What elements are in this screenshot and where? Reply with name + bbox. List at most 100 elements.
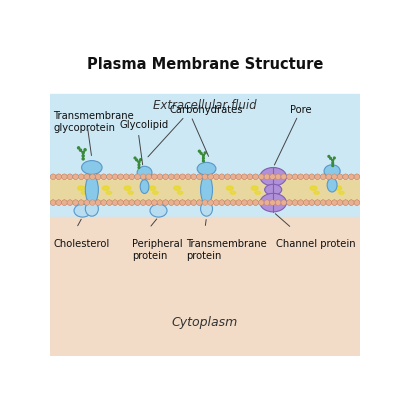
Circle shape (191, 174, 196, 180)
Ellipse shape (178, 191, 183, 194)
Circle shape (168, 200, 174, 205)
Circle shape (202, 200, 208, 205)
Ellipse shape (102, 186, 109, 190)
Circle shape (124, 200, 129, 205)
Circle shape (101, 174, 106, 180)
Ellipse shape (230, 191, 236, 194)
Circle shape (247, 200, 253, 205)
Circle shape (157, 200, 163, 205)
Circle shape (242, 174, 247, 180)
Ellipse shape (81, 191, 87, 194)
Circle shape (198, 150, 200, 152)
Circle shape (304, 174, 309, 180)
Circle shape (286, 174, 292, 180)
Circle shape (343, 174, 348, 180)
Circle shape (90, 200, 95, 205)
Circle shape (146, 174, 152, 180)
Circle shape (337, 174, 343, 180)
Circle shape (304, 200, 309, 205)
Circle shape (138, 164, 140, 166)
Circle shape (152, 200, 157, 205)
Ellipse shape (85, 175, 98, 204)
Circle shape (315, 174, 320, 180)
Circle shape (225, 200, 230, 205)
Circle shape (292, 174, 298, 180)
Circle shape (191, 200, 196, 205)
Circle shape (309, 174, 315, 180)
Text: Glycolipid: Glycolipid (120, 120, 169, 130)
Circle shape (225, 174, 230, 180)
Circle shape (326, 174, 332, 180)
Circle shape (140, 159, 142, 160)
Circle shape (67, 174, 73, 180)
Circle shape (101, 200, 106, 205)
Circle shape (332, 200, 337, 205)
Circle shape (50, 200, 56, 205)
Ellipse shape (197, 162, 216, 175)
Circle shape (82, 152, 84, 154)
Circle shape (328, 156, 330, 157)
Circle shape (330, 158, 331, 159)
Circle shape (73, 200, 78, 205)
Ellipse shape (314, 191, 319, 194)
Circle shape (174, 174, 180, 180)
Circle shape (354, 174, 360, 180)
Circle shape (264, 174, 270, 180)
Ellipse shape (202, 186, 208, 190)
Circle shape (315, 200, 320, 205)
Ellipse shape (82, 160, 102, 174)
Circle shape (152, 174, 157, 180)
Circle shape (230, 200, 236, 205)
Circle shape (230, 200, 236, 205)
Circle shape (332, 162, 334, 164)
Circle shape (163, 200, 168, 205)
Circle shape (101, 174, 106, 180)
Circle shape (253, 174, 258, 180)
Circle shape (135, 200, 140, 205)
Circle shape (236, 200, 242, 205)
Circle shape (84, 149, 86, 151)
Circle shape (315, 200, 320, 205)
Circle shape (281, 200, 286, 205)
Ellipse shape (200, 201, 212, 216)
Circle shape (214, 200, 219, 205)
Circle shape (168, 174, 174, 180)
Circle shape (304, 174, 309, 180)
Circle shape (84, 174, 90, 180)
Circle shape (286, 174, 292, 180)
Text: Carbohydrates: Carbohydrates (169, 105, 243, 115)
Circle shape (332, 174, 337, 180)
Circle shape (185, 174, 191, 180)
Circle shape (82, 155, 84, 157)
Circle shape (236, 200, 242, 205)
Ellipse shape (226, 186, 233, 190)
Circle shape (275, 174, 281, 180)
Circle shape (84, 200, 90, 205)
Ellipse shape (200, 175, 212, 204)
Circle shape (73, 200, 78, 205)
Ellipse shape (124, 186, 131, 190)
Circle shape (140, 200, 146, 205)
Circle shape (95, 200, 101, 205)
Ellipse shape (255, 191, 260, 194)
Circle shape (200, 152, 202, 154)
Circle shape (258, 200, 264, 205)
Circle shape (247, 174, 253, 180)
Circle shape (78, 174, 84, 180)
Circle shape (320, 174, 326, 180)
Ellipse shape (260, 193, 286, 212)
Circle shape (264, 200, 270, 205)
Circle shape (152, 174, 157, 180)
Circle shape (286, 200, 292, 205)
Circle shape (298, 174, 304, 180)
Circle shape (196, 200, 202, 205)
Circle shape (78, 147, 80, 149)
Circle shape (90, 174, 95, 180)
Circle shape (67, 200, 73, 205)
Circle shape (281, 174, 286, 180)
Circle shape (62, 174, 67, 180)
Circle shape (258, 174, 264, 180)
Circle shape (334, 157, 335, 159)
Circle shape (180, 174, 185, 180)
Circle shape (281, 174, 286, 180)
